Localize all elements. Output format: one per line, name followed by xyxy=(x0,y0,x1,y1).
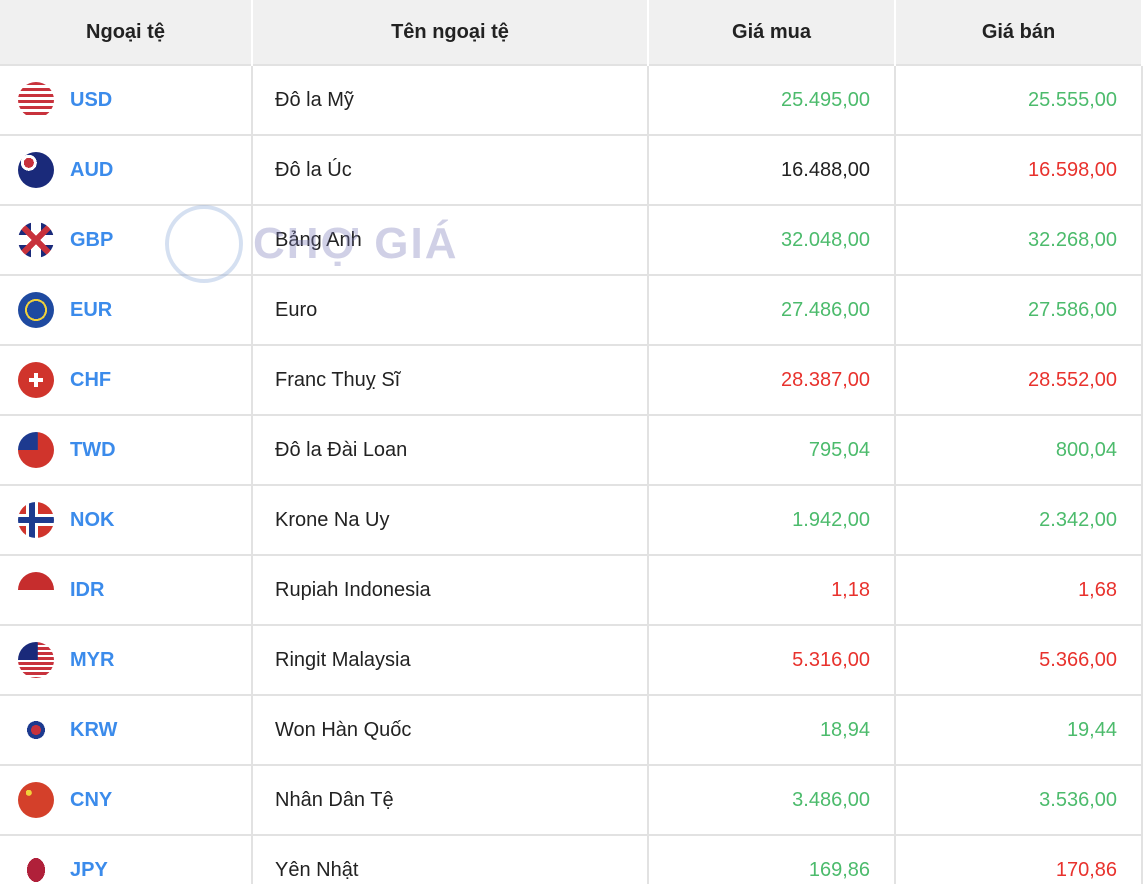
buy-price: 795,04 xyxy=(647,414,896,486)
sell-price: 27.586,00 xyxy=(894,274,1143,346)
currency-code[interactable]: CHF xyxy=(70,368,112,391)
buy-price: 18,94 xyxy=(647,694,896,766)
currency-name: Won Hàn Quốc xyxy=(251,694,649,766)
sell-price: 25.555,00 xyxy=(894,64,1143,136)
ch-flag-icon xyxy=(18,362,54,398)
table-row: EUR Euro 27.486,00 27.586,00 xyxy=(0,274,1143,346)
header-buy-price: Giá mua xyxy=(648,0,896,65)
buy-price: 1,18 xyxy=(647,554,896,626)
buy-price: 27.486,00 xyxy=(647,274,896,346)
table-row: IDR Rupiah Indonesia 1,18 1,68 xyxy=(0,554,1143,626)
buy-price: 16.488,00 xyxy=(647,134,896,206)
currency-name: Rupiah Indonesia xyxy=(251,554,649,626)
table-row: USD Đô la Mỹ 25.495,00 25.555,00 xyxy=(0,64,1143,136)
currency-code[interactable]: GBP xyxy=(70,228,114,251)
eu-flag-icon xyxy=(18,292,54,328)
header-currency-name: Tên ngoại tệ xyxy=(252,0,649,65)
currency-code-cell: TWD xyxy=(0,414,253,486)
table-row: AUD Đô la Úc 16.488,00 16.598,00 xyxy=(0,134,1143,206)
currency-code[interactable]: MYR xyxy=(70,648,115,671)
currency-name: Franc Thuỵ Sĩ xyxy=(251,344,649,416)
currency-name: Bảng Anh xyxy=(251,204,649,276)
sell-price: 3.536,00 xyxy=(894,764,1143,836)
currency-code[interactable]: JPY xyxy=(70,858,108,881)
currency-code[interactable]: USD xyxy=(70,88,113,111)
buy-price: 25.495,00 xyxy=(647,64,896,136)
buy-price: 32.048,00 xyxy=(647,204,896,276)
sell-price: 28.552,00 xyxy=(894,344,1143,416)
currency-name: Đô la Úc xyxy=(251,134,649,206)
currency-code[interactable]: IDR xyxy=(70,578,105,601)
sell-price: 19,44 xyxy=(894,694,1143,766)
table-row: TWD Đô la Đài Loan 795,04 800,04 xyxy=(0,414,1143,486)
us-flag-icon xyxy=(18,82,54,118)
sell-price: 5.366,00 xyxy=(894,624,1143,696)
currency-code-cell: GBP xyxy=(0,204,253,276)
cn-flag-icon xyxy=(18,782,54,818)
my-flag-icon xyxy=(18,642,54,678)
buy-price: 1.942,00 xyxy=(647,484,896,556)
currency-name: Đô la Đài Loan xyxy=(251,414,649,486)
table-header: Ngoại tệ Tên ngoại tệ Giá mua Giá bán xyxy=(0,0,1143,65)
buy-price: 5.316,00 xyxy=(647,624,896,696)
currency-code[interactable]: CNY xyxy=(70,788,113,811)
sell-price: 32.268,00 xyxy=(894,204,1143,276)
table-row: CNY Nhân Dân Tệ 3.486,00 3.536,00 xyxy=(0,764,1143,836)
table-row: NOK Krone Na Uy 1.942,00 2.342,00 xyxy=(0,484,1143,556)
sell-price: 16.598,00 xyxy=(894,134,1143,206)
buy-price: 3.486,00 xyxy=(647,764,896,836)
currency-code[interactable]: KRW xyxy=(70,718,118,741)
table-row: JPY Yên Nhật 169,86 170,86 xyxy=(0,834,1143,884)
currency-code-cell: EUR xyxy=(0,274,253,346)
currency-code[interactable]: NOK xyxy=(70,508,115,531)
currency-name: Euro xyxy=(251,274,649,346)
table-row: MYR Ringit Malaysia 5.316,00 5.366,00 xyxy=(0,624,1143,696)
header-currency-code: Ngoại tệ xyxy=(0,0,253,65)
au-flag-icon xyxy=(18,152,54,188)
currency-code[interactable]: EUR xyxy=(70,298,113,321)
currency-name: Yên Nhật xyxy=(251,834,649,884)
tw-flag-icon xyxy=(18,432,54,468)
currency-code-cell: JPY xyxy=(0,834,253,884)
kr-flag-icon xyxy=(18,712,54,748)
sell-price: 1,68 xyxy=(894,554,1143,626)
sell-price: 2.342,00 xyxy=(894,484,1143,556)
no-flag-icon xyxy=(18,502,54,538)
table-row: KRW Won Hàn Quốc 18,94 19,44 xyxy=(0,694,1143,766)
buy-price: 28.387,00 xyxy=(647,344,896,416)
currency-code-cell: NOK xyxy=(0,484,253,556)
table-row: GBP Bảng Anh 32.048,00 32.268,00 xyxy=(0,204,1143,276)
currency-name: Đô la Mỹ xyxy=(251,64,649,136)
currency-code-cell: IDR xyxy=(0,554,253,626)
gb-flag-icon xyxy=(18,222,54,258)
currency-code[interactable]: TWD xyxy=(70,438,116,461)
sell-price: 800,04 xyxy=(894,414,1143,486)
currency-code-cell: KRW xyxy=(0,694,253,766)
currency-code-cell: USD xyxy=(0,64,253,136)
currency-code-cell: AUD xyxy=(0,134,253,206)
header-sell-price: Giá bán xyxy=(895,0,1143,65)
currency-code-cell: CHF xyxy=(0,344,253,416)
currency-name: Nhân Dân Tệ xyxy=(251,764,649,836)
buy-price: 169,86 xyxy=(647,834,896,884)
currency-name: Ringit Malaysia xyxy=(251,624,649,696)
sell-price: 170,86 xyxy=(894,834,1143,884)
id-flag-icon xyxy=(18,572,54,608)
currency-code[interactable]: AUD xyxy=(70,158,114,181)
jp-flag-icon xyxy=(18,852,54,884)
currency-name: Krone Na Uy xyxy=(251,484,649,556)
currency-code-cell: CNY xyxy=(0,764,253,836)
table-row: CHF Franc Thuỵ Sĩ 28.387,00 28.552,00 xyxy=(0,344,1143,416)
currency-code-cell: MYR xyxy=(0,624,253,696)
